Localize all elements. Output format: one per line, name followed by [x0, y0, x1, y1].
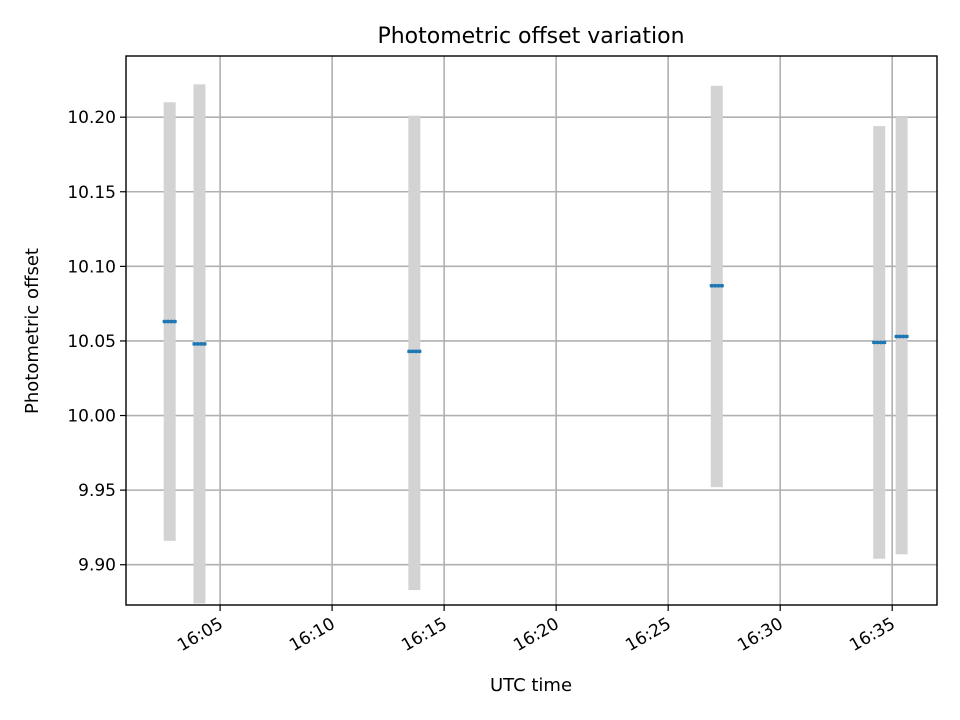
x-axis: 16:05 16:10 16:15 16:20 16:25 16:30 16:35	[174, 605, 899, 656]
plot-frame	[125, 55, 938, 606]
grid	[126, 56, 937, 605]
y-tick-label: 10.15	[67, 183, 116, 203]
error-bars	[163, 84, 908, 604]
x-tick-label: 16:20	[510, 614, 562, 656]
y-tick-label: 10.05	[67, 332, 116, 352]
data-point-dot	[716, 283, 721, 288]
data-point-dot	[882, 340, 887, 345]
data-point-dot	[894, 334, 899, 339]
data-point-dot	[417, 349, 422, 354]
x-tick-label: 16:30	[734, 614, 786, 656]
data-point-dot	[195, 342, 200, 346]
data-point-dot	[719, 283, 724, 288]
data-point-dot	[172, 319, 177, 324]
data-point-dot	[898, 334, 902, 339]
chart-title: Photometric offset variation	[377, 24, 684, 49]
x-tick-label: 16:25	[622, 614, 674, 656]
data-point-dot	[709, 283, 714, 288]
data-point-dot	[875, 340, 880, 345]
data-point-dot	[202, 342, 207, 346]
data-point-dot	[410, 349, 415, 354]
data-point-dot	[407, 349, 412, 354]
data-point-dot	[713, 283, 717, 288]
x-tick-label: 16:15	[398, 614, 450, 656]
x-axis-label: UTC time	[490, 675, 572, 696]
data-point-dot	[166, 319, 170, 324]
data-point-dot	[872, 340, 877, 345]
y-axis: 9.90 9.95 10.00 10.05 10.10 10.15 10.20	[67, 108, 126, 576]
data-point-dot	[192, 342, 197, 346]
y-tick-label: 9.90	[78, 556, 116, 576]
x-tick-label: 16:35	[846, 614, 898, 656]
data-point-dot	[199, 342, 204, 346]
x-tick-label: 16:10	[286, 614, 338, 656]
y-tick-label: 10.10	[67, 257, 116, 277]
y-tick-label: 10.00	[67, 407, 116, 427]
data-point-dot	[162, 319, 167, 324]
y-tick-label: 10.20	[67, 108, 116, 128]
y-axis-label: Photometric offset	[22, 248, 43, 414]
data-point-dot	[878, 340, 883, 345]
x-tick-label: 16:05	[174, 614, 226, 656]
data-point-dot	[414, 349, 418, 354]
y-tick-label: 9.95	[78, 481, 116, 501]
data-point-dot	[169, 319, 174, 324]
data-point-dot	[901, 334, 906, 339]
data-points	[162, 283, 909, 354]
data-point-dot	[904, 334, 909, 339]
